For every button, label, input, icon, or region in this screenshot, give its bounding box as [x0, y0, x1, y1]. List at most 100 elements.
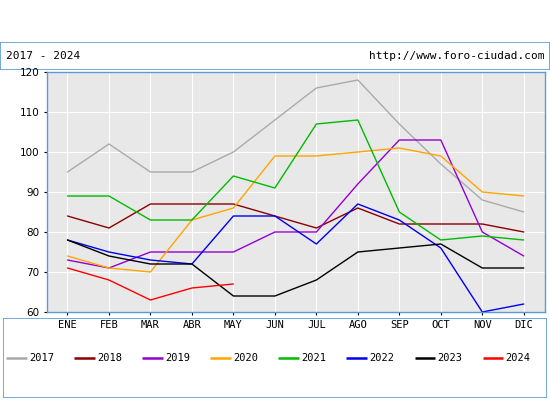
2019: [396, 138, 403, 142]
2019: [147, 250, 154, 254]
2021: [272, 186, 278, 190]
2017: [313, 86, 320, 90]
2019: [189, 250, 195, 254]
2022: [355, 202, 361, 206]
2022: [313, 242, 320, 246]
2020: [64, 254, 71, 258]
2022: [272, 214, 278, 218]
Text: 2021: 2021: [301, 353, 327, 363]
2017: [479, 198, 486, 202]
2017: [147, 170, 154, 174]
Text: 2020: 2020: [234, 353, 258, 363]
Text: Evolucion del paro registrado en Montesa: Evolucion del paro registrado en Montesa: [123, 14, 427, 28]
2018: [272, 214, 278, 218]
2017: [64, 170, 71, 174]
2018: [189, 202, 195, 206]
2024: [106, 278, 112, 282]
2022: [520, 302, 527, 306]
2021: [313, 122, 320, 126]
2018: [313, 226, 320, 230]
2022: [437, 246, 444, 250]
2022: [479, 310, 486, 314]
2020: [437, 154, 444, 158]
2020: [230, 206, 236, 210]
2020: [355, 150, 361, 154]
2022: [147, 258, 154, 262]
Line: 2022: 2022: [68, 204, 524, 312]
2022: [106, 250, 112, 254]
2022: [230, 214, 236, 218]
Text: 2017: 2017: [29, 353, 54, 363]
Line: 2017: 2017: [68, 80, 524, 212]
2021: [64, 194, 71, 198]
2019: [230, 250, 236, 254]
2019: [106, 266, 112, 270]
2023: [106, 254, 112, 258]
2023: [479, 266, 486, 270]
Text: 2018: 2018: [97, 353, 122, 363]
2022: [189, 262, 195, 266]
2022: [64, 238, 71, 242]
2023: [396, 246, 403, 250]
2023: [189, 262, 195, 266]
2023: [520, 266, 527, 270]
2024: [64, 266, 71, 270]
2018: [64, 214, 71, 218]
2017: [106, 142, 112, 146]
2023: [64, 238, 71, 242]
Text: http://www.foro-ciudad.com: http://www.foro-ciudad.com: [369, 51, 544, 61]
Text: 2019: 2019: [166, 353, 190, 363]
2019: [520, 254, 527, 258]
2023: [313, 278, 320, 282]
2017: [520, 210, 527, 214]
2017: [272, 118, 278, 122]
2021: [147, 218, 154, 222]
2017: [355, 78, 361, 82]
2021: [355, 118, 361, 122]
2019: [313, 230, 320, 234]
2021: [189, 218, 195, 222]
2019: [437, 138, 444, 142]
2020: [396, 146, 403, 150]
2024: [230, 282, 236, 286]
2021: [106, 194, 112, 198]
2020: [520, 194, 527, 198]
2017: [189, 170, 195, 174]
2020: [189, 218, 195, 222]
Line: 2023: 2023: [68, 240, 524, 296]
2023: [437, 242, 444, 246]
2018: [479, 222, 486, 226]
Text: 2023: 2023: [438, 353, 463, 363]
2020: [313, 154, 320, 158]
2021: [437, 238, 444, 242]
2018: [520, 230, 527, 234]
2022: [396, 218, 403, 222]
2023: [272, 294, 278, 298]
2019: [272, 230, 278, 234]
Line: 2018: 2018: [68, 204, 524, 232]
Line: 2019: 2019: [68, 140, 524, 268]
2023: [230, 294, 236, 298]
2021: [520, 238, 527, 242]
Line: 2021: 2021: [68, 120, 524, 240]
2017: [230, 150, 236, 154]
2023: [355, 250, 361, 254]
2018: [355, 206, 361, 210]
2017: [396, 122, 403, 126]
2018: [230, 202, 236, 206]
2019: [64, 258, 71, 262]
2018: [396, 222, 403, 226]
2018: [106, 226, 112, 230]
2019: [479, 230, 486, 234]
2021: [230, 174, 236, 178]
Line: 2020: 2020: [68, 148, 524, 272]
2020: [147, 270, 154, 274]
2020: [272, 154, 278, 158]
2024: [147, 298, 154, 302]
2024: [189, 286, 195, 290]
2018: [437, 222, 444, 226]
2021: [396, 210, 403, 214]
Text: 2024: 2024: [506, 353, 531, 363]
2019: [355, 182, 361, 186]
Text: 2022: 2022: [370, 353, 394, 363]
